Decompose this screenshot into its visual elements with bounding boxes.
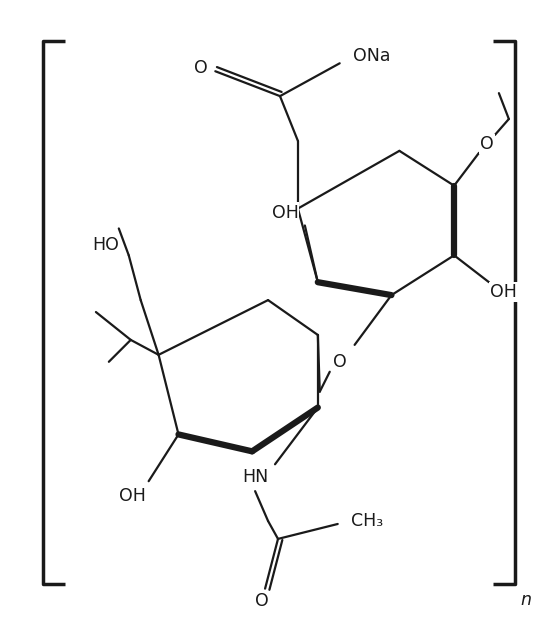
Text: ONa: ONa xyxy=(353,47,390,65)
Text: O: O xyxy=(255,591,269,609)
Text: HN: HN xyxy=(242,468,268,486)
Text: n: n xyxy=(521,591,532,609)
Text: OH: OH xyxy=(119,487,146,505)
Text: OH: OH xyxy=(272,204,299,221)
Text: OH: OH xyxy=(490,283,517,301)
Text: HO: HO xyxy=(93,236,119,254)
Text: CH₃: CH₃ xyxy=(352,512,384,530)
Text: O: O xyxy=(333,353,347,371)
Text: O: O xyxy=(194,60,207,77)
Text: O: O xyxy=(480,135,494,153)
